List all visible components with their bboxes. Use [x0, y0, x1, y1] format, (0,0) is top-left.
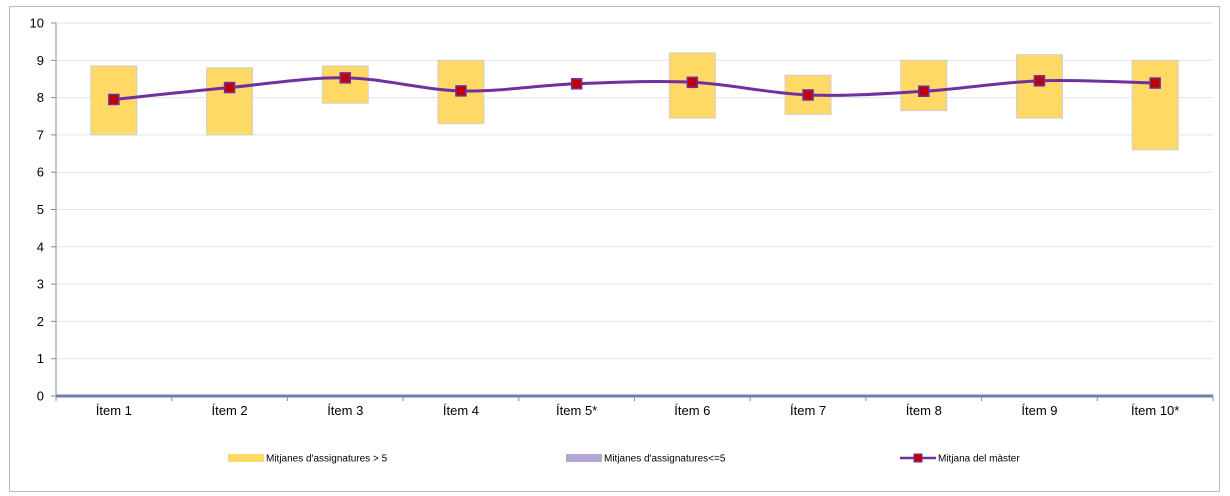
- y-tick-label: 2: [37, 314, 44, 329]
- line-marker: [455, 85, 467, 97]
- x-tick-label: Ítem 7: [790, 403, 826, 418]
- y-tick-label: 10: [30, 16, 44, 31]
- legend: Mitjanes d'assignatures > 5 Mitjanes d'as…: [228, 453, 1020, 465]
- y-tick-label: 8: [37, 90, 44, 105]
- y-tick-label: 4: [37, 239, 44, 254]
- line-marker: [1149, 77, 1161, 89]
- legend-swatch-marker: [913, 453, 923, 463]
- legend-swatch: [566, 454, 602, 462]
- x-tick-label: Ítem 8: [906, 403, 942, 418]
- legend-label: Mitjana del màster: [938, 454, 1020, 465]
- y-tick-label: 9: [37, 53, 44, 68]
- y-tick-labels: 0 1 2 3 4 5 6 7 8 9 10: [30, 16, 44, 404]
- line-marker: [1033, 75, 1046, 87]
- legend-label: Mitjanes d'assignatures > 5: [266, 454, 388, 465]
- average-line-path: [113, 76, 1156, 101]
- x-tick-label: Ítem 5*: [556, 403, 597, 418]
- legend-item: Mitjana del màster: [900, 453, 1020, 465]
- x-tick-label: Ítem 2: [211, 403, 247, 418]
- x-tick-label: Ítem 1: [96, 403, 132, 418]
- bar-range: [900, 59, 948, 112]
- y-tick-label: 1: [37, 351, 44, 366]
- y-tick-label: 6: [37, 165, 44, 180]
- x-tick-labels: Ítem 1 Ítem 2 Ítem 3 Ítem 4 Ítem 5* Ítem 6 Íte…: [96, 403, 1180, 418]
- line-marker: [802, 89, 814, 101]
- line-marker: [918, 85, 930, 98]
- y-tick-label: 7: [37, 127, 44, 142]
- line-marker: [570, 78, 583, 90]
- x-tick-label: Ítem 3: [327, 403, 363, 418]
- bar-range: [206, 67, 254, 136]
- y-tick-label: 3: [37, 277, 44, 292]
- bar-range: [1131, 59, 1179, 151]
- line-marker: [686, 76, 699, 89]
- axes: [51, 22, 1214, 401]
- x-tick-label: Ítem 10*: [1131, 403, 1179, 418]
- y-tick-label: 5: [37, 202, 44, 217]
- y-tick-label: 0: [37, 389, 44, 404]
- gridlines: [56, 22, 1213, 360]
- x-tick-label: Ítem 4: [443, 403, 479, 418]
- x-tick-label: Ítem 9: [1021, 403, 1057, 418]
- x-tick-label: Ítem 6: [674, 403, 710, 418]
- bar-range: [321, 65, 369, 104]
- line-marker: [339, 72, 351, 84]
- legend-swatch: [228, 454, 264, 462]
- average-line: [108, 72, 1161, 106]
- legend-item: Mitjanes d'assignatures<=5: [566, 454, 726, 465]
- legend-item: Mitjanes d'assignatures > 5: [228, 454, 388, 465]
- line-marker: [108, 93, 120, 106]
- line-marker: [223, 81, 236, 94]
- legend-label: Mitjanes d'assignatures<=5: [604, 454, 726, 465]
